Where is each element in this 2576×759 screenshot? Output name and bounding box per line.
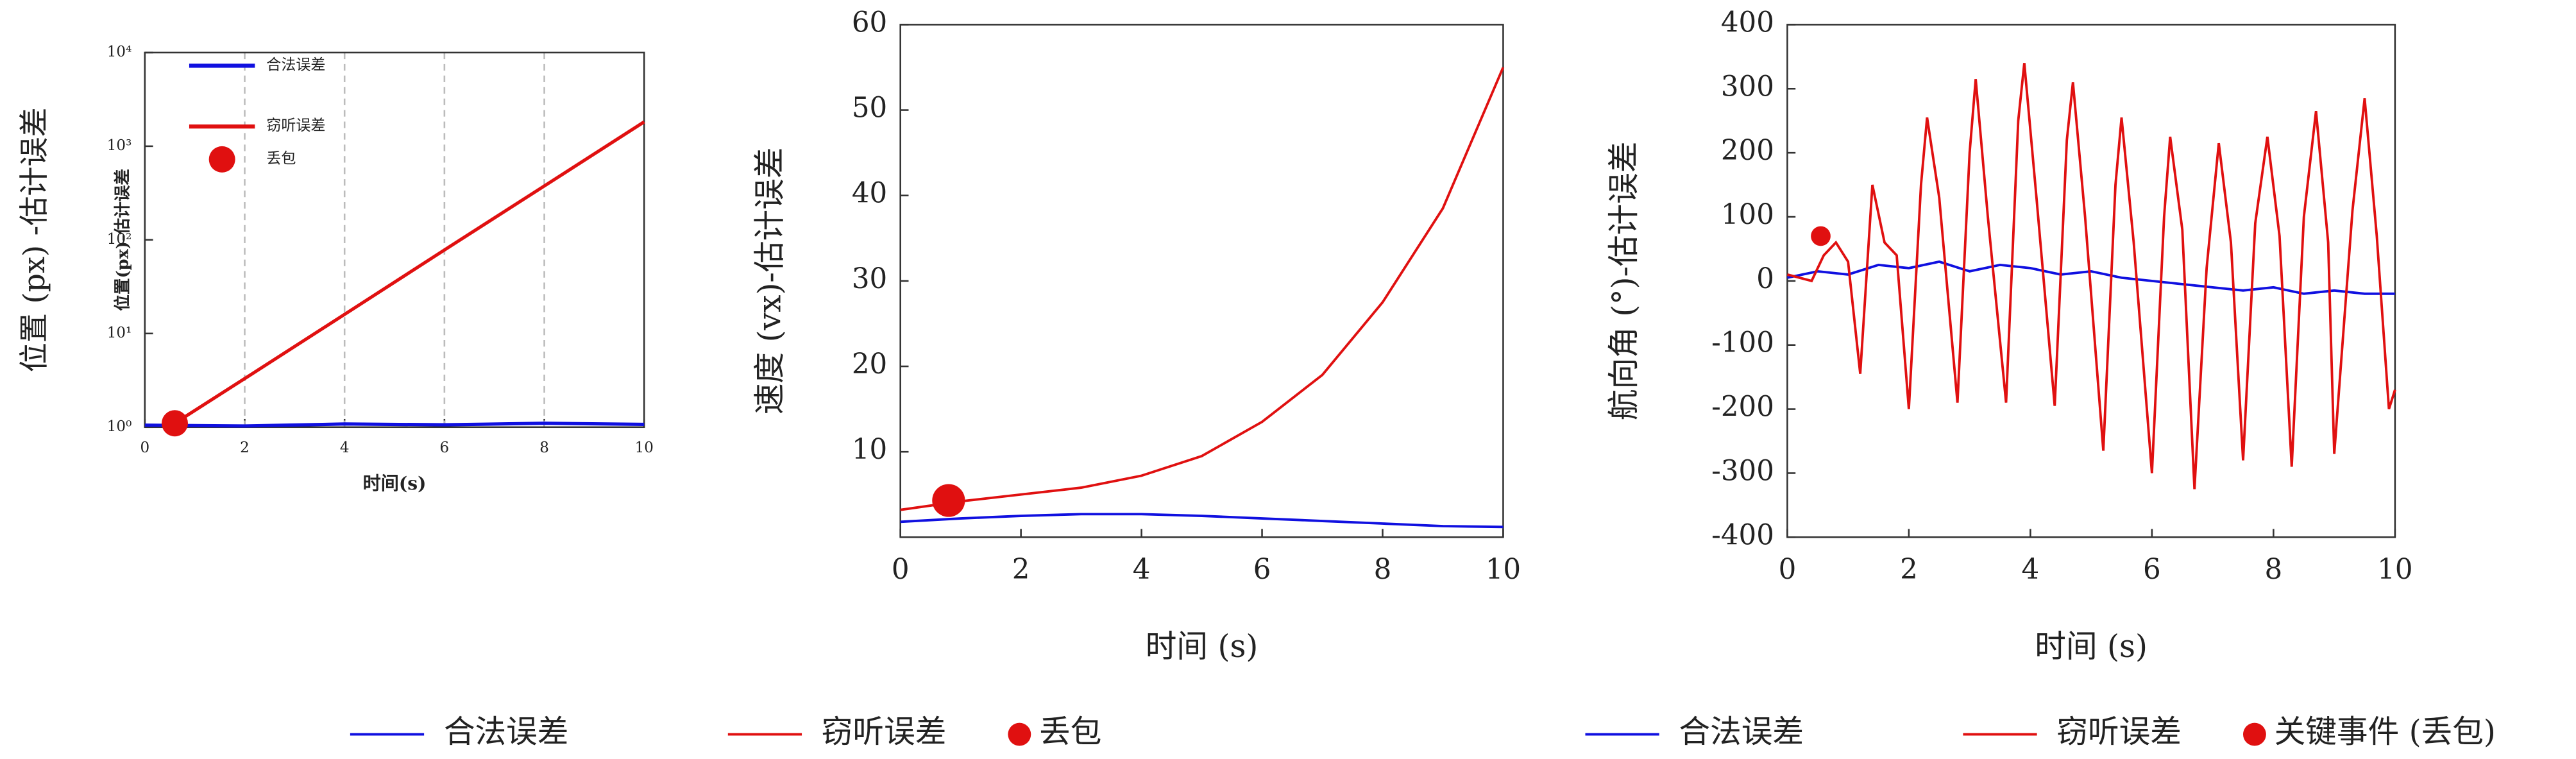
x-tick-label: 6 (440, 439, 450, 456)
x-tick-label: 8 (1374, 554, 1392, 586)
series-line (174, 120, 645, 425)
plot-frame (1786, 24, 2396, 538)
y-tick-label: 100 (1721, 199, 1774, 231)
x-axis-label: 时间 (s) (1146, 629, 1258, 665)
x-tick-label: 0 (892, 554, 910, 586)
legend-label: 窃听误差 (2056, 714, 2182, 750)
x-tick-label: 10 (635, 439, 654, 456)
series-line (1787, 260, 2395, 295)
legend-marker (1008, 722, 1031, 746)
legend-label: 窃听误差 (266, 117, 325, 134)
series-line (144, 422, 645, 428)
y-axis-label-inner: 位置(px)-估计误差 (113, 169, 133, 311)
x-tick-label: 0 (1779, 554, 1797, 586)
x-tick-label: 2 (1012, 554, 1030, 586)
y-tick-label: 0 (1756, 263, 1774, 295)
y-tick-label: 200 (1721, 135, 1774, 167)
y-tick-label: 10⁴ (107, 44, 132, 60)
legend-label: 合法误差 (444, 714, 569, 750)
y-tick-label: 10¹ (107, 325, 132, 341)
y-tick-label: -100 (1711, 327, 1774, 359)
y-tick-label: 60 (852, 6, 887, 38)
y-axis-label: 速度 (vx)-估计误差 (752, 148, 788, 415)
x-tick-label: 4 (340, 439, 350, 456)
legend-label: 合法误差 (266, 56, 325, 73)
plot-frame (899, 24, 1504, 538)
y-tick-label: 10 (852, 434, 887, 466)
x-tick-label: 6 (1253, 554, 1271, 586)
legend-marker (208, 146, 235, 173)
y-tick-label: -400 (1711, 519, 1774, 551)
x-tick-label: 8 (539, 439, 549, 456)
y-tick-label: 10⁰ (107, 418, 132, 435)
y-tick-label: -300 (1711, 455, 1774, 487)
y-axis-label: 航向角 (°)-估计误差 (1606, 142, 1642, 421)
series-line (900, 67, 1505, 511)
y-tick-label: 400 (1721, 6, 1774, 38)
x-tick-label: 4 (1133, 554, 1151, 586)
legend-label: 合法误差 (1679, 714, 1804, 750)
x-tick-label: 8 (2265, 554, 2283, 586)
event-marker (1811, 226, 1831, 246)
event-marker (932, 484, 965, 517)
y-tick-label: 10² (107, 231, 132, 248)
y-axis-label: 位置 (px) -估计误差 (17, 107, 51, 372)
y-tick-label: 30 (852, 263, 887, 295)
series-line (900, 513, 1504, 529)
x-tick-label: 10 (1486, 554, 1521, 586)
legend-label: 关键事件 (丢包) (2275, 714, 2496, 750)
y-tick-label: 10³ (107, 137, 132, 154)
legend-label: 窃听误差 (822, 714, 947, 750)
y-tick-label: -200 (1711, 391, 1774, 423)
x-tick-label: 0 (140, 439, 149, 456)
plot-frame (144, 51, 645, 429)
y-tick-label: 20 (852, 348, 887, 380)
x-tick-label: 10 (2377, 554, 2412, 586)
x-tick-label: 6 (2143, 554, 2161, 586)
y-tick-label: 50 (852, 92, 887, 124)
legend-label: 丢包 (266, 150, 296, 167)
x-tick-label: 4 (2022, 554, 2040, 586)
y-tick-label: 300 (1721, 71, 1774, 103)
legend-marker (2242, 722, 2266, 746)
x-axis-label: 时间 (s) (2035, 629, 2148, 665)
y-tick-label: 40 (852, 178, 887, 210)
x-tick-label: 2 (1900, 554, 1918, 586)
x-axis-label: 时间(s) (363, 473, 427, 494)
legend-label: 丢包 (1039, 714, 1101, 750)
x-tick-label: 2 (240, 439, 250, 456)
event-marker (162, 410, 189, 437)
series-line (1786, 63, 2396, 490)
